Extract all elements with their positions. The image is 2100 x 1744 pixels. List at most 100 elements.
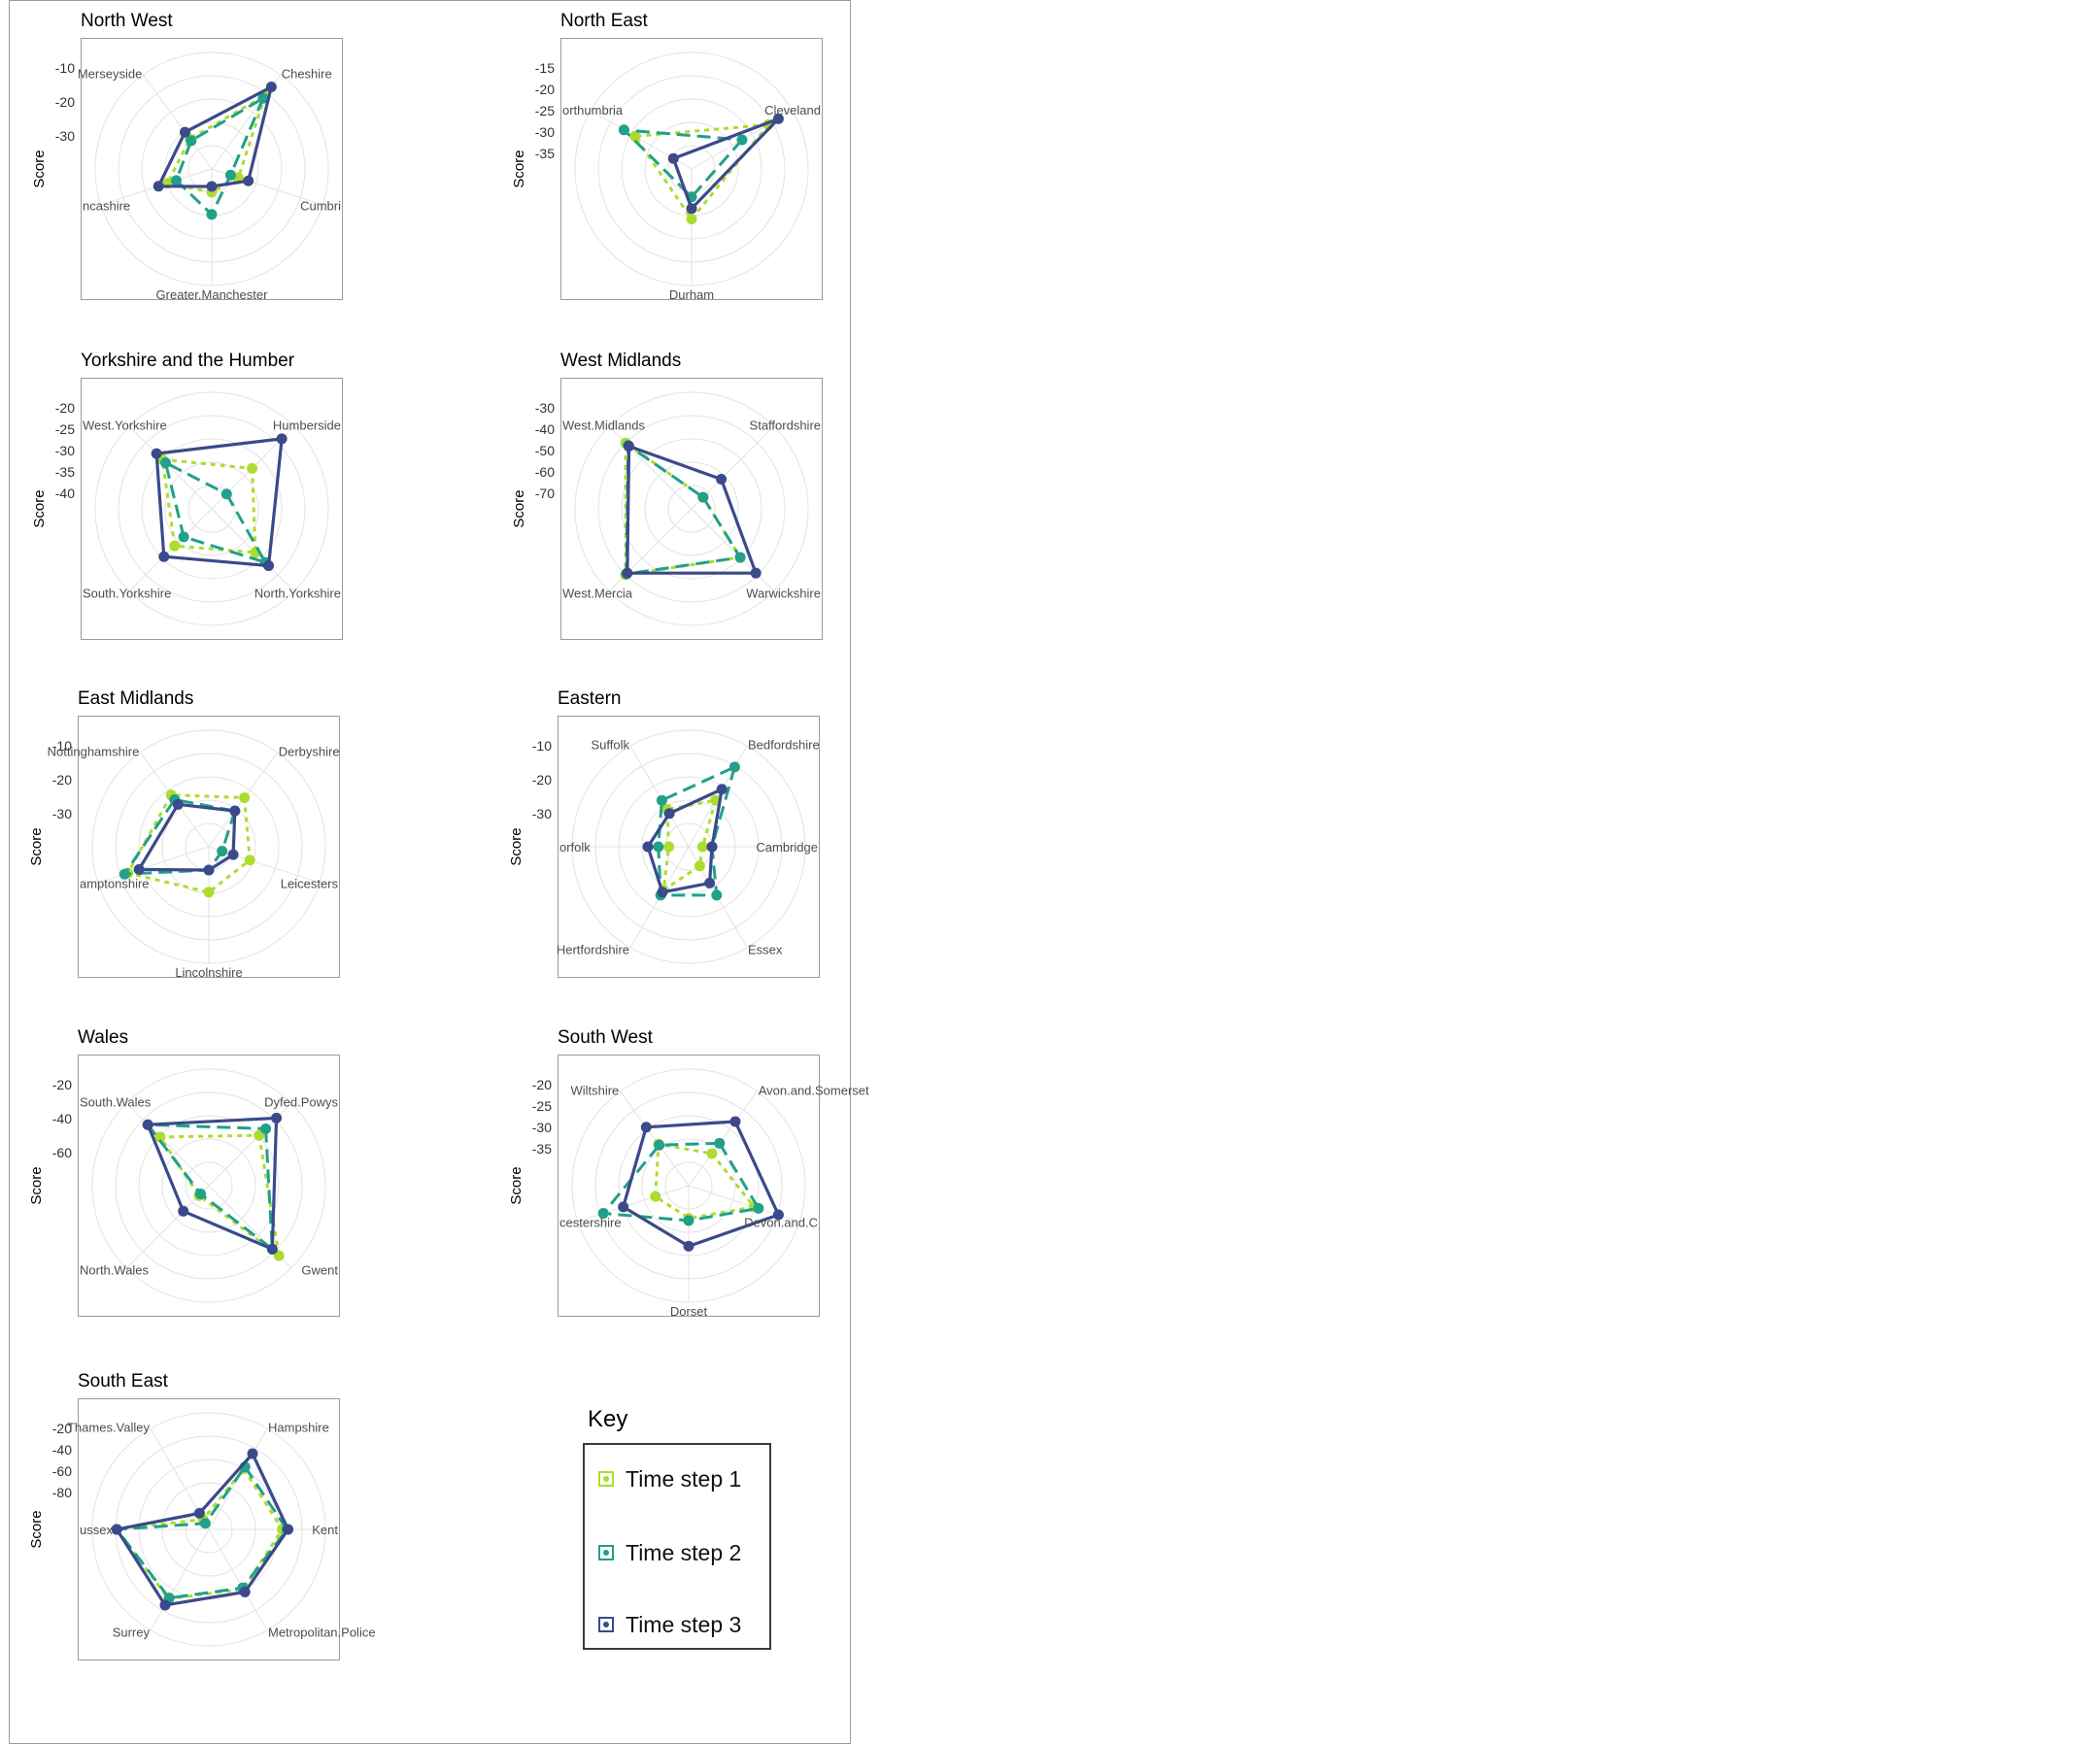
data-point xyxy=(206,209,218,220)
category-label: Kent xyxy=(312,1523,338,1537)
category-label: Merseyside xyxy=(78,66,142,81)
data-point xyxy=(276,433,288,445)
y-axis-label: Score xyxy=(28,1510,45,1548)
category-label: Humberside xyxy=(273,419,341,433)
data-point xyxy=(179,126,190,138)
data-point xyxy=(728,761,740,773)
category-label: Nottinghamshire xyxy=(48,744,140,758)
legend-title: Key xyxy=(588,1406,628,1432)
legend-box: Time step 1 Time step 2 Time step 3 xyxy=(583,1443,771,1650)
data-point xyxy=(734,552,746,563)
category-label: Essex xyxy=(748,943,783,957)
data-point xyxy=(663,841,675,853)
y-tick-label: -35 xyxy=(535,146,555,161)
data-point xyxy=(283,1524,294,1535)
y-tick-label: -35 xyxy=(532,1141,552,1157)
y-tick-label: -60 xyxy=(52,1145,72,1160)
category-label: orfolk xyxy=(559,840,591,855)
y-tick-label: -20 xyxy=(52,1077,72,1092)
category-label: Lincolnshire xyxy=(175,965,242,980)
y-tick-label: -40 xyxy=(55,486,75,501)
category-label: Dorset xyxy=(670,1304,708,1319)
data-point xyxy=(247,1448,258,1459)
category-label: ncashire xyxy=(83,199,130,214)
data-point xyxy=(736,134,748,146)
category-label: South.Wales xyxy=(80,1095,152,1110)
grid-spoke xyxy=(150,1528,210,1631)
data-point xyxy=(597,1208,609,1220)
data-point xyxy=(169,540,181,552)
panel-title: South West xyxy=(558,1027,653,1048)
category-label: North.Yorkshire xyxy=(254,586,341,600)
data-point xyxy=(142,1119,153,1130)
data-point xyxy=(111,1524,122,1535)
y-tick-label: -20 xyxy=(532,1077,552,1092)
data-point xyxy=(642,841,654,853)
data-point xyxy=(206,181,218,192)
radar-chart: -15 -20 -25 -30 -35 Score Cleveland Durham orthu… xyxy=(511,38,823,302)
panel-title: North West xyxy=(81,11,173,31)
data-point xyxy=(714,1137,726,1149)
radar-chart: -20 -25 -30 -35 -40 Score Humberside North.York… xyxy=(31,378,343,640)
data-point xyxy=(159,1599,171,1611)
grid-circle xyxy=(574,391,809,626)
y-tick-label: -70 xyxy=(535,486,555,501)
data-point xyxy=(663,808,675,820)
grid-circle xyxy=(115,1091,303,1280)
grid-circle xyxy=(161,1138,256,1233)
y-tick-label: -60 xyxy=(52,1463,72,1479)
data-point xyxy=(271,1112,283,1124)
data-point xyxy=(716,784,728,795)
category-label: Greater.Manchester xyxy=(156,287,269,302)
data-point xyxy=(772,113,784,124)
data-point xyxy=(229,805,241,817)
category-label: orthumbria xyxy=(562,103,624,117)
y-axis-label: Score xyxy=(508,1166,525,1204)
y-tick-label: -20 xyxy=(52,772,72,788)
data-point xyxy=(772,1209,784,1221)
data-point xyxy=(729,1116,741,1127)
grid-spoke xyxy=(208,846,321,884)
y-tick-label: -30 xyxy=(52,806,72,822)
legend-swatch xyxy=(598,1471,614,1487)
data-point xyxy=(686,214,697,225)
category-label: Durham xyxy=(669,287,714,302)
panel-title: North East xyxy=(560,11,648,31)
data-point xyxy=(170,175,182,186)
y-tick-label: -10 xyxy=(532,738,552,754)
data-point xyxy=(657,887,668,898)
y-tick-label: -30 xyxy=(55,128,75,144)
radar-chart: -20 -40 -60 -80 Score Hampshire Kent Metropolit… xyxy=(28,1398,376,1660)
data-point xyxy=(716,473,728,485)
grid-spoke xyxy=(125,1102,210,1187)
grid-circle xyxy=(118,415,306,603)
category-label: Leicesters xyxy=(281,877,339,891)
legend-swatch xyxy=(598,1545,614,1560)
series-line-2 xyxy=(601,1141,761,1223)
data-point xyxy=(711,889,723,901)
category-label: Hertfordshire xyxy=(557,943,629,957)
legend-item-time-step-3: Time step 3 xyxy=(598,1610,741,1639)
series-line-2 xyxy=(122,797,237,876)
grid-circle xyxy=(141,438,283,580)
data-point xyxy=(154,1131,166,1143)
data-point xyxy=(618,1201,629,1213)
category-label: North.Wales xyxy=(80,1262,150,1277)
figure-frame: North West -10 -20 -30 Score Cheshire Cumbri G… xyxy=(9,0,869,1744)
y-axis-label: Score xyxy=(31,489,48,527)
grid-circle xyxy=(164,461,259,556)
radar-chart: -20 -40 -60 Score Dyfed.Powys Gwent North.Wale… xyxy=(28,1055,340,1317)
data-point xyxy=(654,1139,665,1151)
panel-title: Yorkshire and the Humber xyxy=(81,351,295,371)
y-axis-label: Score xyxy=(28,827,45,865)
data-point xyxy=(273,1250,285,1261)
data-point xyxy=(158,551,170,562)
data-point xyxy=(697,491,709,503)
data-point xyxy=(186,135,197,147)
grid-circle xyxy=(667,485,716,533)
y-tick-label: -25 xyxy=(532,1098,552,1114)
category-label: Cheshire xyxy=(282,66,332,81)
panel-title: Eastern xyxy=(558,688,622,709)
data-point xyxy=(683,1215,694,1226)
legend-label: Time step 3 xyxy=(626,1611,742,1637)
